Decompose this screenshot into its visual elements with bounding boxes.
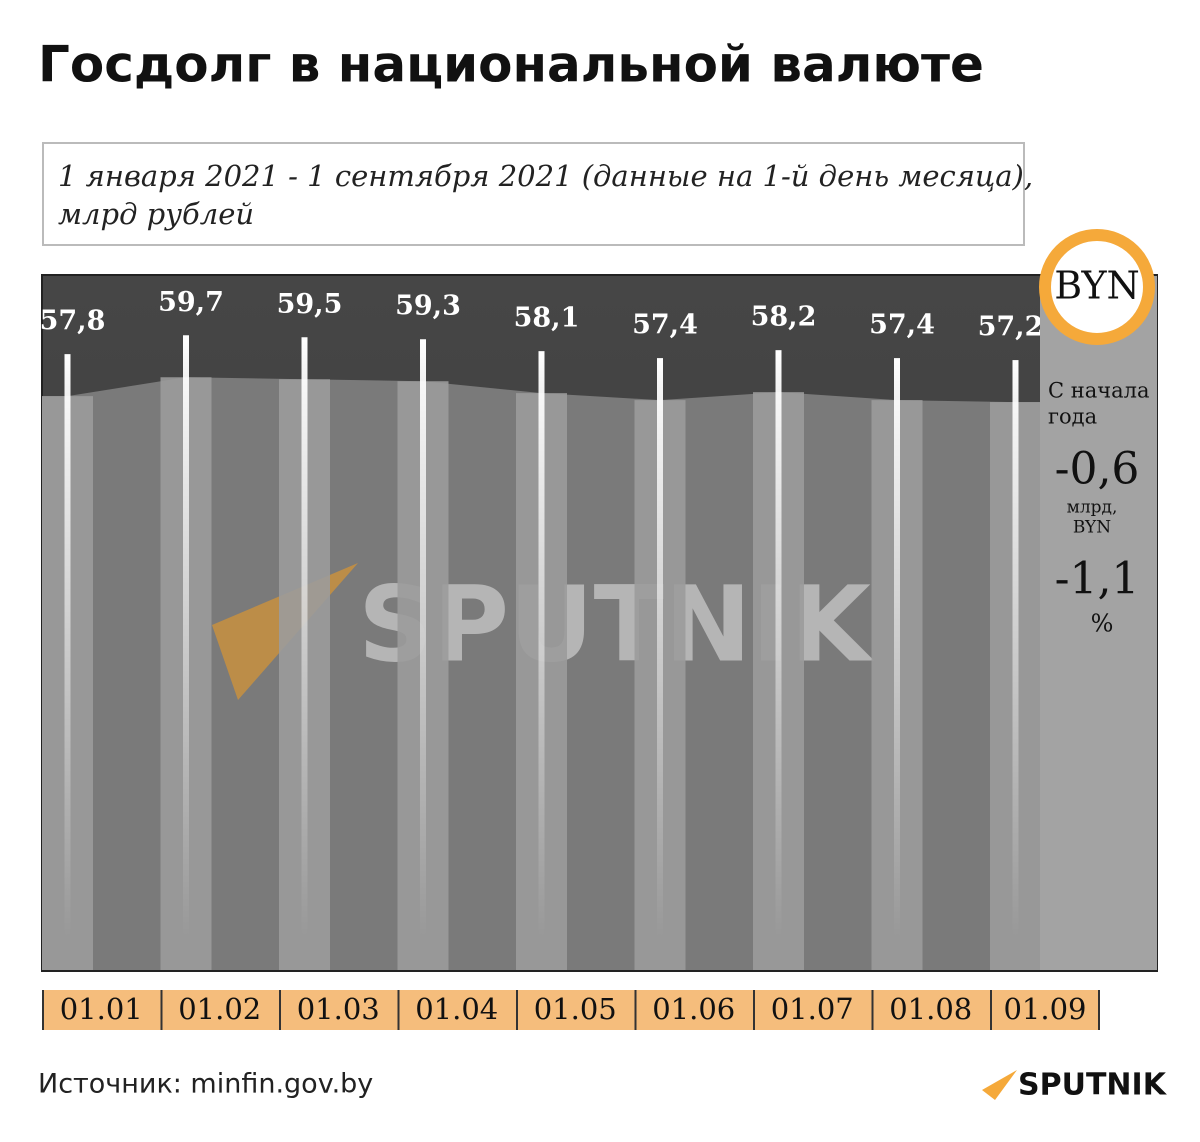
category-box xyxy=(279,990,398,1030)
category-box xyxy=(634,990,753,1030)
needle xyxy=(775,350,782,939)
x-tick-label: 01.07 xyxy=(771,992,854,1026)
category-box xyxy=(397,990,516,1030)
subtitle: 1 января 2021 - 1 сентября 2021 (данные … xyxy=(58,159,1033,193)
category-strip: 01.01 01.02 01.03 01.04 01.05 01.06 01.07 01.08… xyxy=(42,990,1100,1030)
panel-caption: года xyxy=(1048,405,1097,429)
needle xyxy=(183,335,189,938)
needle xyxy=(894,358,900,939)
x-tick-label: 01.08 xyxy=(889,992,972,1026)
needle xyxy=(301,337,308,938)
needle xyxy=(538,351,545,938)
change-abs: -0,6 xyxy=(1055,444,1140,495)
x-tick-label: 01.04 xyxy=(415,992,498,1026)
currency-badge xyxy=(1039,229,1155,345)
value-label: 57,4 xyxy=(869,310,935,341)
logo: SPUTNIK xyxy=(1018,1068,1168,1103)
needle xyxy=(657,358,663,939)
panel-caption: С начала xyxy=(1048,379,1150,403)
change-pct: -1,1 xyxy=(1055,554,1140,605)
x-tick-label: 01.09 xyxy=(1003,992,1086,1026)
side-panel xyxy=(1040,276,1157,970)
change-abs-unit: BYN xyxy=(1073,518,1111,538)
source: Источник: minfin.gov.by xyxy=(38,1069,373,1100)
category-box xyxy=(753,990,872,1030)
currency: BYN xyxy=(1054,264,1140,308)
needle xyxy=(64,354,71,939)
subtitle: млрд рублей xyxy=(58,197,254,231)
needle xyxy=(420,339,426,938)
value-label: 57,4 xyxy=(632,310,698,341)
chart-title: Госдолг в национальной валюте xyxy=(38,36,984,94)
value-label: 59,3 xyxy=(395,291,461,322)
needle xyxy=(1012,360,1019,939)
value-label: 57,8 xyxy=(40,306,106,337)
category-box xyxy=(42,990,161,1030)
x-tick-label: 01.02 xyxy=(178,992,261,1026)
x-tick-label: 01.06 xyxy=(652,992,735,1026)
category-box xyxy=(160,990,279,1030)
value-label: 58,1 xyxy=(514,303,580,334)
value-label: 58,2 xyxy=(751,302,817,333)
change-abs-unit: млрд, xyxy=(1067,498,1118,518)
change-pct-unit: % xyxy=(1091,610,1114,638)
x-tick-label: 01.01 xyxy=(60,992,143,1026)
subtitle-box xyxy=(42,142,1025,246)
x-tick-label: 01.03 xyxy=(297,992,380,1026)
category-box xyxy=(516,990,635,1030)
category-box xyxy=(990,990,1100,1030)
x-tick-label: 01.05 xyxy=(534,992,617,1026)
logo-icon xyxy=(982,1070,1017,1100)
value-label: 57,2 xyxy=(978,312,1044,343)
value-label: 59,7 xyxy=(158,287,224,318)
category-box xyxy=(871,990,990,1030)
value-label: 59,5 xyxy=(277,289,343,320)
